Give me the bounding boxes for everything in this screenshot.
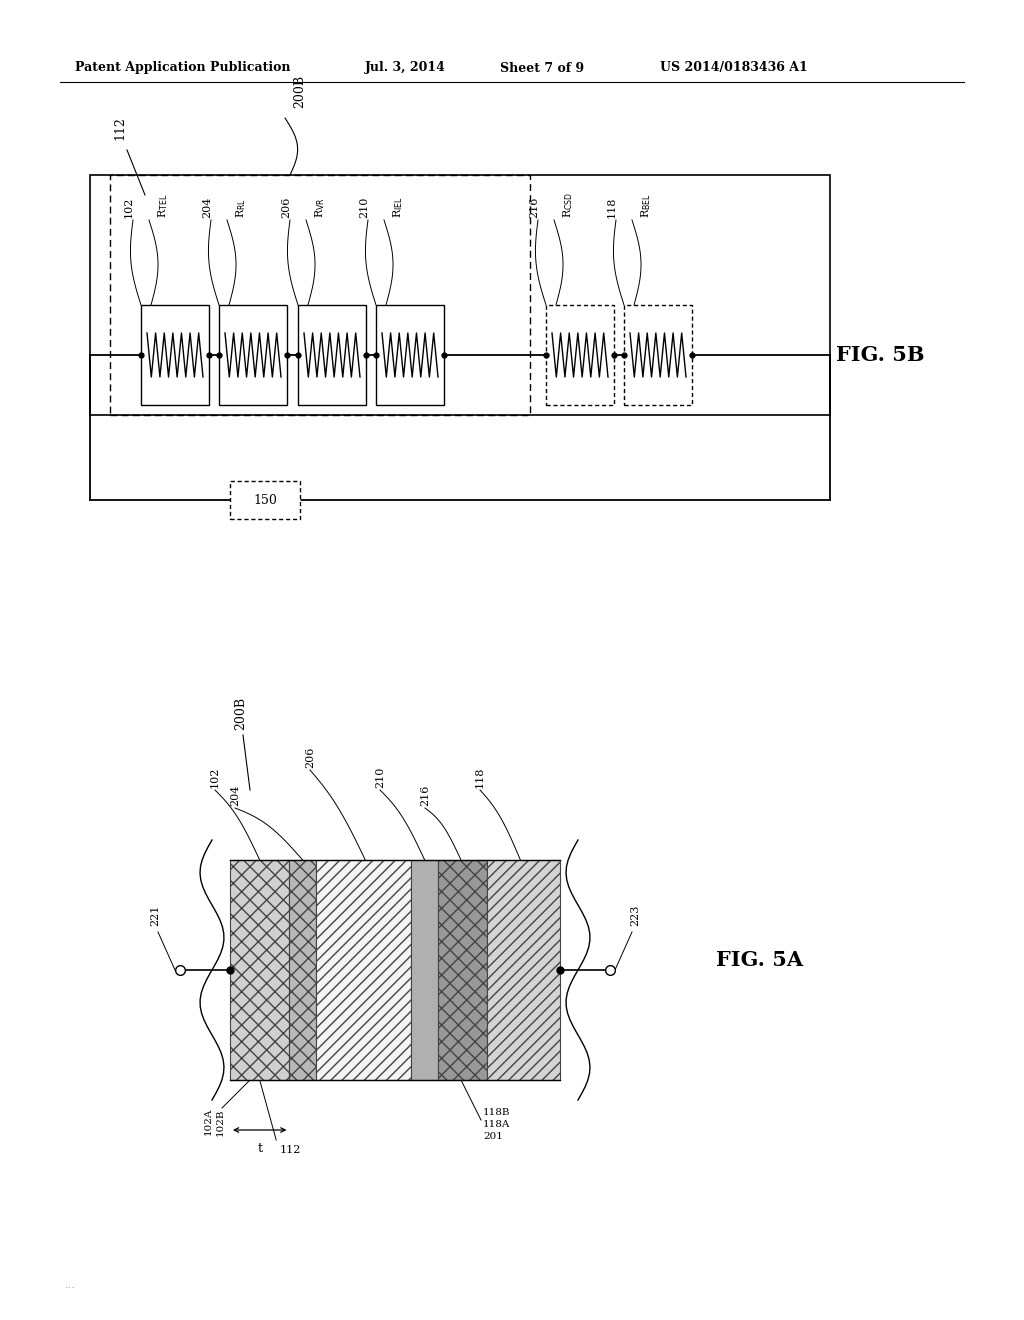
Text: 118: 118 <box>607 197 617 218</box>
Bar <box>487 861 560 1080</box>
Text: t: t <box>257 1142 262 1155</box>
Text: 102B: 102B <box>215 1107 224 1135</box>
Text: 200B: 200B <box>294 75 306 108</box>
Text: 223: 223 <box>630 904 640 927</box>
Text: 118A: 118A <box>483 1119 510 1129</box>
Bar <box>90 176 830 414</box>
Text: ...: ... <box>65 1280 76 1290</box>
Bar <box>110 176 530 414</box>
Text: Patent Application Publication: Patent Application Publication <box>75 62 291 74</box>
Bar <box>376 305 444 405</box>
Text: 204: 204 <box>230 784 240 807</box>
Bar <box>438 861 487 1080</box>
Bar <box>546 305 614 405</box>
Bar <box>219 305 287 405</box>
Text: 216: 216 <box>420 784 430 807</box>
Text: 210: 210 <box>375 767 385 788</box>
Text: 112: 112 <box>280 1144 301 1155</box>
Bar <box>624 305 692 405</box>
Text: R$_{\mathrm{BEL}}$: R$_{\mathrm{BEL}}$ <box>639 193 653 218</box>
Text: Sheet 7 of 9: Sheet 7 of 9 <box>500 62 584 74</box>
Bar <box>412 861 438 1080</box>
Text: 216: 216 <box>529 197 539 218</box>
Text: 118B: 118B <box>483 1107 511 1117</box>
Text: 221: 221 <box>150 904 160 927</box>
Text: FIG. 5B: FIG. 5B <box>836 345 925 366</box>
Text: 206: 206 <box>305 747 315 768</box>
Text: 201: 201 <box>483 1133 503 1140</box>
Text: 102: 102 <box>124 197 134 218</box>
Text: 102: 102 <box>210 767 220 788</box>
Bar <box>230 480 300 519</box>
Bar <box>315 861 412 1080</box>
Text: Jul. 3, 2014: Jul. 3, 2014 <box>365 62 445 74</box>
Text: 200B: 200B <box>234 697 248 730</box>
Text: 112: 112 <box>114 116 127 140</box>
Bar <box>298 305 366 405</box>
Text: 118: 118 <box>475 767 485 788</box>
Text: 102A: 102A <box>204 1107 213 1135</box>
Text: R$_{\mathrm{VR}}$: R$_{\mathrm{VR}}$ <box>313 197 327 218</box>
Bar <box>230 861 290 1080</box>
Text: US 2014/0183436 A1: US 2014/0183436 A1 <box>660 62 808 74</box>
Text: 210: 210 <box>359 197 369 218</box>
Bar <box>290 861 315 1080</box>
Text: R$_{\mathrm{RL}}$: R$_{\mathrm{RL}}$ <box>234 198 248 218</box>
Text: 150: 150 <box>253 494 276 507</box>
Text: FIG. 5A: FIG. 5A <box>717 950 804 970</box>
Text: R$_{\mathrm{CSD}}$: R$_{\mathrm{CSD}}$ <box>561 191 574 218</box>
Text: R$_{\mathrm{TEL}}$: R$_{\mathrm{TEL}}$ <box>156 194 170 218</box>
Text: 204: 204 <box>202 197 212 218</box>
Bar <box>141 305 209 405</box>
Text: 206: 206 <box>281 197 291 218</box>
Text: R$_{\mathrm{IEL}}$: R$_{\mathrm{IEL}}$ <box>391 197 404 218</box>
